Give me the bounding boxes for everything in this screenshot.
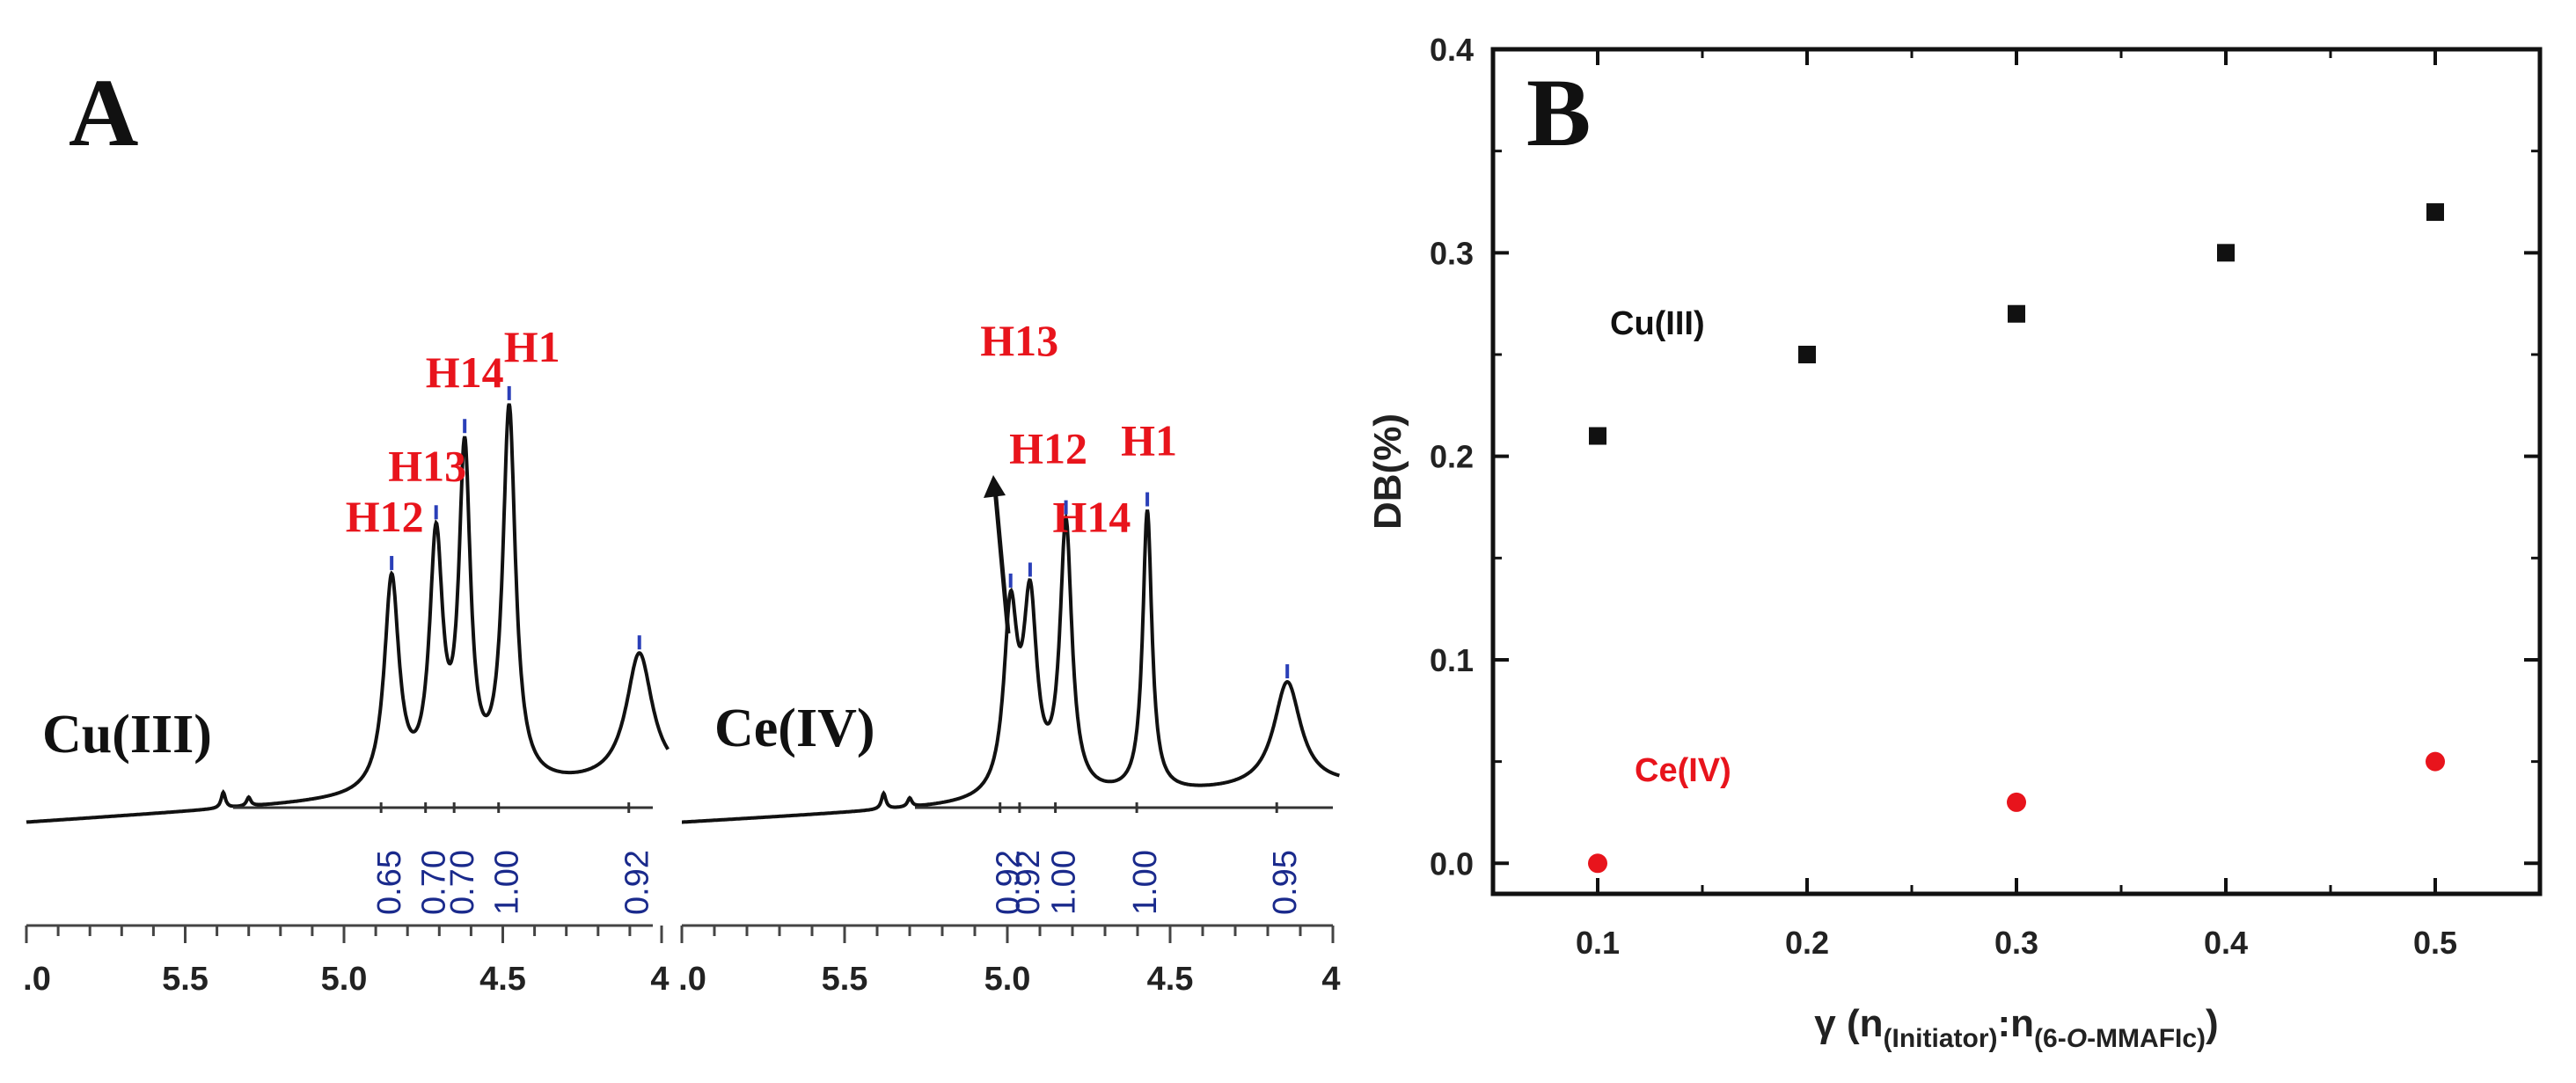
ce-integral-value: 0.92 — [991, 850, 1028, 915]
ce-integral-value: 0.92 — [1010, 850, 1047, 915]
point-ce — [2007, 792, 2026, 812]
ce-peak-label: H12 — [1009, 424, 1087, 473]
ce-axis-tick-label: 5.0 — [984, 961, 1031, 998]
ce-integral-value: 1.00 — [1127, 850, 1164, 915]
x-tick-label: 0.5 — [2413, 925, 2457, 961]
cu-peak-label: H14 — [426, 348, 504, 397]
spectrum-ce-sample-label: Ce(IV) — [714, 699, 875, 758]
cu-peak-label: H1 — [504, 322, 560, 371]
h13-arrow — [992, 487, 1011, 634]
cu-integral-value: 0.70 — [416, 850, 453, 915]
h13-arrowhead — [984, 475, 1006, 498]
cu-peak-label: H13 — [388, 441, 466, 490]
ce-axis-tick-label: 4 — [1321, 961, 1340, 998]
x-tick-label: 0.2 — [1785, 925, 1829, 961]
ce-integral-value: 0.95 — [1267, 850, 1304, 915]
x-tick-label: 0.4 — [2204, 925, 2248, 961]
x-tick-label: 0.1 — [1576, 925, 1620, 961]
ce-peak-label: H14 — [1052, 492, 1131, 541]
y-tick-label: 0.3 — [1430, 235, 1474, 271]
point-cu — [2217, 244, 2235, 262]
spectrum-cu-curve — [26, 403, 670, 824]
point-cu — [1589, 427, 1606, 445]
x-axis-title: γ (n(Initiator):n(6-O-MMAFIc)) — [1814, 1002, 2218, 1053]
ce-axis-tick-label: 4.5 — [1147, 961, 1194, 998]
series-label-cu: Cu(III) — [1610, 305, 1705, 342]
cu-peak-label: H12 — [346, 492, 424, 541]
point-ce — [2426, 751, 2445, 772]
y-tick-label: 0.0 — [1430, 845, 1474, 882]
ce-peak-label: H13 — [980, 316, 1058, 365]
ce-peak-label: H1 — [1121, 416, 1177, 465]
spectrum-ce-curve — [682, 509, 1340, 824]
x-tick-label: 0.3 — [1994, 925, 2038, 961]
y-tick-label: 0.2 — [1430, 439, 1474, 475]
panel-a-letter: A — [69, 59, 138, 166]
y-tick-label: 0.4 — [1430, 32, 1474, 68]
ce-axis-tick-label: 5.5 — [822, 961, 868, 998]
cu-integral-value: 0.92 — [619, 850, 656, 915]
cu-integral-value: 0.70 — [444, 850, 481, 915]
point-cu — [1798, 345, 1816, 363]
y-axis-title: DB(%) — [1366, 413, 1409, 530]
cu-axis-tick-label: 4 — [650, 961, 669, 998]
ce-axis-tick-label: .0 — [678, 961, 706, 998]
spectrum-cu-sample-label: Cu(III) — [42, 705, 212, 765]
point-cu — [2426, 203, 2444, 222]
point-ce — [1588, 853, 1607, 874]
ce-integral-value: 1.00 — [1046, 850, 1083, 915]
cu-axis-tick-label: 5.5 — [162, 961, 209, 998]
panel-b-letter: B — [1526, 59, 1591, 166]
panel-b: B 0.0 0.1 0.2 0.3 0.4 0.1 0.2 0.3 0.4 0.5 Cu(III)… — [1366, 32, 2543, 1053]
cu-axis-tick-label: 5.0 — [321, 961, 368, 998]
cu-integral-value: 0.65 — [371, 850, 408, 915]
cu-axis-tick-label: .0 — [23, 961, 51, 998]
cu-axis-tick-label: 4.5 — [479, 961, 526, 998]
series-label-ce: Ce(IV) — [1635, 752, 1731, 789]
y-tick-label: 0.1 — [1430, 642, 1474, 678]
cu-integral-value: 1.00 — [489, 850, 526, 915]
point-cu — [2008, 304, 2025, 323]
